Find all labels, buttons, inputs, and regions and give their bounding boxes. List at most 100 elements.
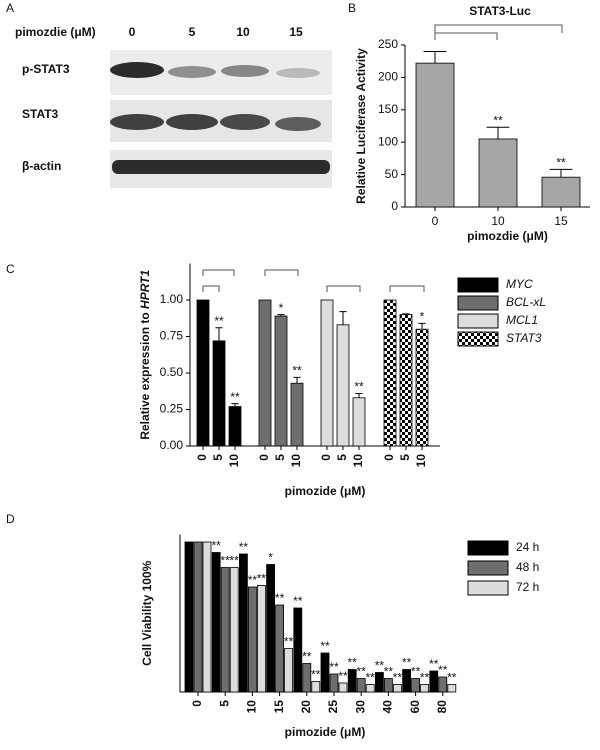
significance: ** [402, 656, 412, 670]
row-label: p-STAT3 [22, 62, 70, 76]
significance: ** [384, 665, 394, 679]
x-tick-label: 25 [326, 700, 340, 714]
x-tick-label: 5 [217, 700, 231, 707]
significance: ** [329, 660, 339, 674]
x-tick-label: 10 [351, 454, 365, 468]
error-bar [215, 327, 223, 341]
error-bar [418, 322, 426, 330]
x-tick-label: 10 [227, 454, 241, 468]
significance: ** [212, 539, 222, 553]
bar [247, 586, 257, 693]
blot-header: pimozdie (μM) [15, 25, 96, 39]
bar [293, 607, 303, 693]
legend-swatch [467, 540, 509, 556]
y-tick-label: 0.75 [160, 329, 184, 343]
bar [336, 324, 350, 447]
bar [302, 663, 312, 693]
x-tick-label: 10 [289, 454, 303, 468]
x-tick-label: 0 [382, 454, 396, 461]
x-tick-label: 5 [335, 454, 349, 461]
bar [311, 681, 321, 693]
panel-label: C [6, 262, 15, 276]
error-bar [486, 126, 510, 139]
legend-label: 72 h [516, 580, 539, 594]
bar [274, 315, 288, 447]
significance: ** [311, 668, 321, 682]
x-tick-label: 10 [245, 700, 259, 714]
y-tick-label: 0.00 [160, 438, 184, 452]
x-tick-label: 0 [257, 454, 271, 461]
bar [220, 567, 230, 693]
bar [392, 684, 402, 693]
legend-swatch [457, 313, 499, 329]
bar [447, 684, 457, 693]
bar [429, 670, 439, 693]
error-bar [231, 403, 239, 407]
x-tick-label: 0 [319, 454, 333, 461]
bar [356, 678, 366, 693]
significance: ** [493, 113, 503, 127]
significance: ** [248, 573, 258, 587]
legend-label: MYC [506, 277, 533, 291]
significance: ** [429, 657, 439, 671]
y-axis-label: Relative expression to HPRT1 [138, 270, 152, 440]
bar [399, 314, 413, 447]
significance: ** [214, 314, 224, 328]
significance: ** [284, 635, 294, 649]
bar [184, 541, 194, 693]
x-tick-label: 10 [414, 454, 428, 468]
legend-swatch [457, 277, 499, 293]
significance: ** [338, 669, 348, 683]
bar [256, 585, 266, 693]
panel-label: B [348, 1, 356, 15]
blot: pimozdie (μM) 0 5 10 15 p-STAT3 STAT3 β-… [15, 25, 332, 188]
bar [193, 541, 203, 693]
error-bar [293, 376, 301, 384]
bar [211, 552, 221, 693]
bar [402, 669, 412, 693]
y-tick-label: 1.00 [160, 292, 184, 306]
bar [374, 672, 384, 693]
panel-label: D [6, 512, 15, 526]
x-tick-label: 5 [211, 454, 225, 461]
significance: ** [438, 663, 448, 677]
x-tick-label: 0 [190, 700, 204, 707]
x-axis-label: pimozdie (μM) [467, 229, 548, 243]
bar [352, 397, 366, 447]
bar [275, 604, 285, 693]
y-axis-label: Cell Viability 100% [140, 560, 154, 665]
significance: * [268, 551, 273, 565]
legend-label: MCL1 [506, 313, 538, 327]
legend-swatch [457, 331, 499, 347]
significance: ** [348, 656, 358, 670]
legend-label: STAT3 [506, 331, 542, 345]
x-tick-label: 15 [554, 214, 568, 228]
row-label: STAT3 [22, 107, 59, 121]
x-tick-label: 5 [273, 454, 287, 461]
significance: ** [366, 671, 376, 685]
bar [229, 567, 239, 693]
bar [320, 299, 334, 447]
x-tick-label: 0 [432, 214, 439, 228]
lane-label: 5 [189, 25, 196, 39]
bar [238, 553, 248, 693]
bar [266, 564, 276, 693]
brackets [202, 24, 563, 292]
bar [338, 682, 348, 693]
significance: ** [411, 665, 421, 679]
legend-label: 48 h [516, 560, 539, 574]
x-tick-label: 80 [435, 700, 449, 714]
x-tick-label: 20 [299, 700, 313, 714]
significance: ** [221, 554, 231, 568]
y-label-part: HPRT1 [138, 270, 152, 309]
significance: * [279, 301, 284, 315]
y-axis-label: Relative Luciferase Activity [354, 48, 368, 204]
bar [284, 648, 294, 693]
y-tick-label: 150 [378, 102, 398, 116]
legend-label: BCL-xL [506, 295, 546, 309]
bar [202, 541, 212, 693]
x-tick-label: 10 [491, 214, 505, 228]
legend-swatch [457, 295, 499, 311]
significance: ** [393, 671, 403, 685]
